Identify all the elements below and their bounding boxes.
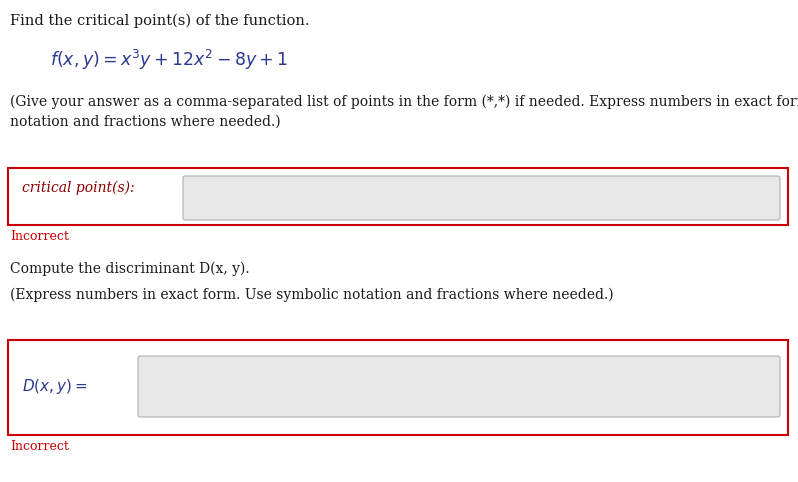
Text: (Express numbers in exact form. Use symbolic notation and fractions where needed: (Express numbers in exact form. Use symb… bbox=[10, 288, 614, 302]
Text: $f(x, y) = x^3y + 12x^2 - 8y + 1$: $f(x, y) = x^3y + 12x^2 - 8y + 1$ bbox=[50, 48, 288, 72]
Text: (Give your answer as a comma-separated list of points in the form (*,*) if neede: (Give your answer as a comma-separated l… bbox=[10, 95, 798, 109]
Text: $D(x, y) =$: $D(x, y) =$ bbox=[22, 377, 88, 397]
FancyBboxPatch shape bbox=[183, 176, 780, 220]
FancyBboxPatch shape bbox=[138, 356, 780, 417]
FancyBboxPatch shape bbox=[8, 340, 788, 435]
Text: notation and fractions where needed.): notation and fractions where needed.) bbox=[10, 115, 281, 129]
Text: Find the critical point(s) of the function.: Find the critical point(s) of the functi… bbox=[10, 14, 310, 28]
Text: Compute the discriminant D(x, y).: Compute the discriminant D(x, y). bbox=[10, 262, 250, 276]
Text: Incorrect: Incorrect bbox=[10, 230, 69, 243]
FancyBboxPatch shape bbox=[8, 168, 788, 225]
Text: critical point(s):: critical point(s): bbox=[22, 181, 135, 195]
Text: Incorrect: Incorrect bbox=[10, 440, 69, 453]
